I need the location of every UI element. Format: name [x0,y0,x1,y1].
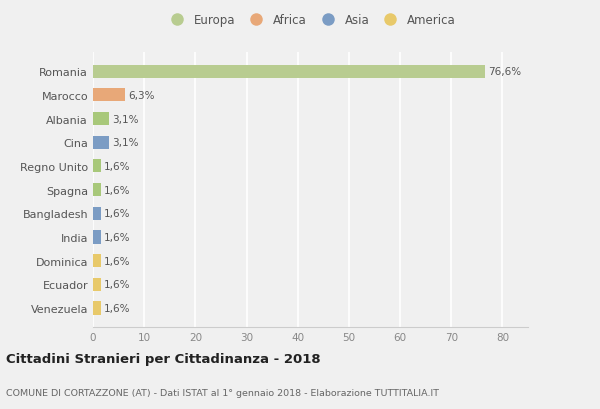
Text: 1,6%: 1,6% [104,256,131,266]
Text: 1,6%: 1,6% [104,232,131,243]
Bar [93,231,101,244]
Bar [93,184,101,197]
Text: 1,6%: 1,6% [104,185,131,195]
Bar [93,113,109,126]
Text: 76,6%: 76,6% [488,67,521,77]
Bar [93,207,101,220]
Legend: Europa, Africa, Asia, America: Europa, Africa, Asia, America [161,10,460,32]
Text: 1,6%: 1,6% [104,303,131,313]
Bar [93,254,101,267]
Text: 3,1%: 3,1% [112,115,139,124]
Text: Cittadini Stranieri per Cittadinanza - 2018: Cittadini Stranieri per Cittadinanza - 2… [6,352,320,365]
Bar [93,89,125,102]
Text: 6,3%: 6,3% [128,91,155,101]
Bar [93,302,101,315]
Bar [93,65,485,79]
Text: 1,6%: 1,6% [104,209,131,219]
Bar [93,278,101,291]
Bar [93,137,109,149]
Text: 1,6%: 1,6% [104,162,131,171]
Bar [93,160,101,173]
Text: 3,1%: 3,1% [112,138,139,148]
Text: COMUNE DI CORTAZZONE (AT) - Dati ISTAT al 1° gennaio 2018 - Elaborazione TUTTITA: COMUNE DI CORTAZZONE (AT) - Dati ISTAT a… [6,388,439,397]
Text: 1,6%: 1,6% [104,280,131,290]
